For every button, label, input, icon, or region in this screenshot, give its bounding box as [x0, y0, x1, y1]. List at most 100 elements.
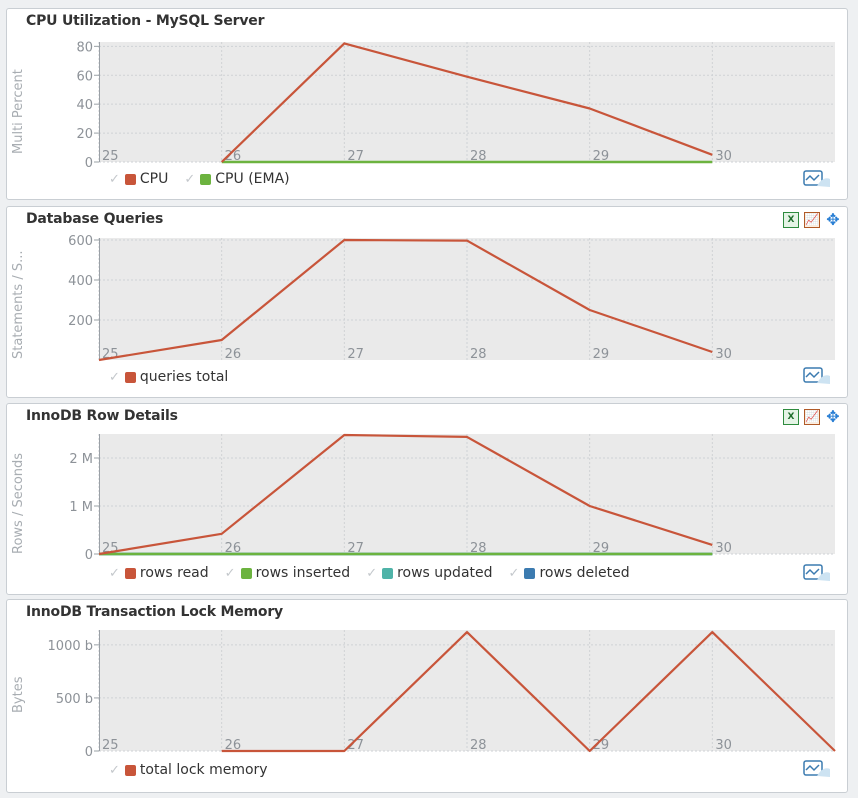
chart-options-icon[interactable]: 📈: [804, 409, 820, 425]
legend: ✓ total lock memory: [109, 762, 268, 778]
y-tick-label: 40: [76, 98, 93, 113]
chart-plot[interactable]: 25 26 27 28 29 30 0 20 40 60 80: [76, 40, 835, 171]
legend-label: rows inserted: [255, 565, 351, 581]
x-tick-label: 29: [593, 541, 610, 556]
x-tick-label: 30: [715, 149, 732, 164]
y-tick-label: 600: [68, 234, 93, 249]
y-tick-label: 60: [76, 69, 93, 84]
legend-swatch: [124, 567, 136, 579]
panel-tools: X 📈 ✥: [783, 212, 841, 228]
x-tick-label: 27: [347, 738, 364, 753]
check-icon: ✓: [109, 369, 120, 385]
y-axis-label: Rows / Seconds: [11, 452, 26, 554]
legend-label: CPU (EMA): [215, 171, 290, 187]
series-line-queries-total: [98, 238, 713, 362]
check-icon: ✓: [366, 565, 378, 581]
check-icon: ✓: [224, 565, 236, 581]
y-tick-label: 20: [76, 127, 93, 142]
export-excel-icon[interactable]: X: [783, 212, 799, 228]
x-tick-label: 30: [715, 738, 732, 753]
legend-item-cpu-ema[interactable]: ✓ CPU (EMA): [184, 171, 289, 187]
legend-label: queries total: [139, 369, 229, 385]
move-icon[interactable]: ✥: [826, 407, 840, 426]
legend-swatch: [124, 371, 136, 383]
legend-label: CPU: [139, 171, 169, 187]
y-tick-label: 0: [85, 745, 93, 760]
legend-label: total lock memory: [139, 762, 268, 778]
x-tick-label: 27: [347, 149, 364, 164]
panel-tools: X 📈 ✥: [783, 409, 841, 425]
y-tick-label: 1000 b: [48, 639, 93, 654]
x-tick-label: 26: [225, 541, 242, 556]
x-tick-label: 27: [347, 347, 364, 362]
x-tick-label: 30: [715, 541, 732, 556]
chart-panel-lock-memory: InnoDB Transaction Lock Memory Bytes 25 2…: [6, 599, 848, 793]
zoom-chart-icon[interactable]: [803, 564, 831, 582]
legend-label: rows updated: [397, 565, 493, 581]
move-icon[interactable]: ✥: [826, 210, 840, 229]
check-icon: ✓: [109, 171, 120, 187]
x-tick-label: 26: [225, 738, 242, 753]
zoom-chart-icon[interactable]: [803, 367, 831, 385]
y-tick-label: 0: [85, 156, 93, 171]
legend-label: rows read: [139, 565, 209, 581]
series-line-total-lock-memory: [221, 630, 836, 753]
zoom-chart-icon[interactable]: [803, 760, 831, 778]
chart-panel-cpu: CPU Utilization - MySQL Server Multi Per…: [6, 8, 848, 200]
legend-swatch: [124, 764, 136, 776]
legend-item-cpu[interactable]: ✓ CPU: [109, 171, 168, 187]
y-tick-label: 2 M: [69, 452, 93, 467]
x-tick-label: 30: [715, 347, 732, 362]
x-tick-label: 27: [347, 541, 364, 556]
x-tick-label: 28: [470, 347, 487, 362]
legend-swatch: [240, 567, 252, 579]
panel-title: InnoDB Transaction Lock Memory: [26, 604, 283, 620]
x-tick-label: 29: [593, 149, 610, 164]
zoom-chart-icon[interactable]: [803, 170, 831, 188]
legend-label: rows deleted: [539, 565, 630, 581]
chart-panel-queries: Database Queries X 📈 ✥ Statements / S...…: [6, 206, 848, 398]
legend-swatch: [382, 567, 394, 579]
legend: ✓ queries total: [109, 369, 228, 385]
legend-item-queries-total[interactable]: ✓ queries total: [109, 369, 228, 385]
legend-item-rows-deleted[interactable]: ✓ rows deleted: [509, 565, 630, 581]
legend-swatch: [200, 173, 212, 185]
legend-item-rows-read[interactable]: ✓ rows read: [109, 565, 209, 581]
panel-title: CPU Utilization - MySQL Server: [26, 13, 265, 29]
x-tick-label: 28: [470, 149, 487, 164]
y-tick-label: 200: [68, 314, 93, 329]
x-tick-label: 25: [102, 738, 119, 753]
series-line-rows-read: [98, 433, 713, 556]
x-tick-label: 28: [470, 541, 487, 556]
legend-swatch: [524, 567, 536, 579]
x-tick-label: 26: [225, 347, 242, 362]
x-tick-label: 29: [593, 738, 610, 753]
y-tick-label: 400: [68, 274, 93, 289]
chart-options-icon[interactable]: 📈: [804, 212, 820, 228]
legend-item-total-lock-memory[interactable]: ✓ total lock memory: [109, 762, 268, 778]
y-axis-label: Bytes: [11, 676, 26, 713]
y-tick-label: 0: [85, 548, 93, 563]
panel-title: InnoDB Row Details: [26, 408, 178, 424]
legend-item-rows-updated[interactable]: ✓ rows updated: [366, 565, 492, 581]
y-tick-label: 80: [76, 40, 93, 55]
legend: ✓ CPU ✓ CPU (EMA): [109, 171, 290, 187]
legend: ✓ rows read ✓ rows inserted ✓ rows updat…: [109, 565, 630, 581]
export-excel-icon[interactable]: X: [783, 409, 799, 425]
x-tick-label: 26: [225, 149, 242, 164]
x-tick-label: 29: [593, 347, 610, 362]
y-tick-label: 500 b: [56, 692, 93, 707]
x-tick-label: 25: [102, 149, 119, 164]
legend-item-rows-inserted[interactable]: ✓ rows inserted: [225, 565, 351, 581]
check-icon: ✓: [184, 171, 196, 187]
check-icon: ✓: [109, 762, 120, 778]
y-axis-label: Multi Percent: [11, 69, 26, 154]
chart-panel-row-details: InnoDB Row Details X 📈 ✥ Rows / Seconds …: [6, 403, 848, 595]
legend-swatch: [124, 173, 136, 185]
series-line-cpu: [220, 42, 713, 163]
y-tick-label: 1 M: [69, 500, 93, 515]
x-tick-label: 28: [470, 738, 487, 753]
chart-plot[interactable]: 25 26 27 28 29 30 0 500 b 1000 b: [48, 630, 836, 760]
